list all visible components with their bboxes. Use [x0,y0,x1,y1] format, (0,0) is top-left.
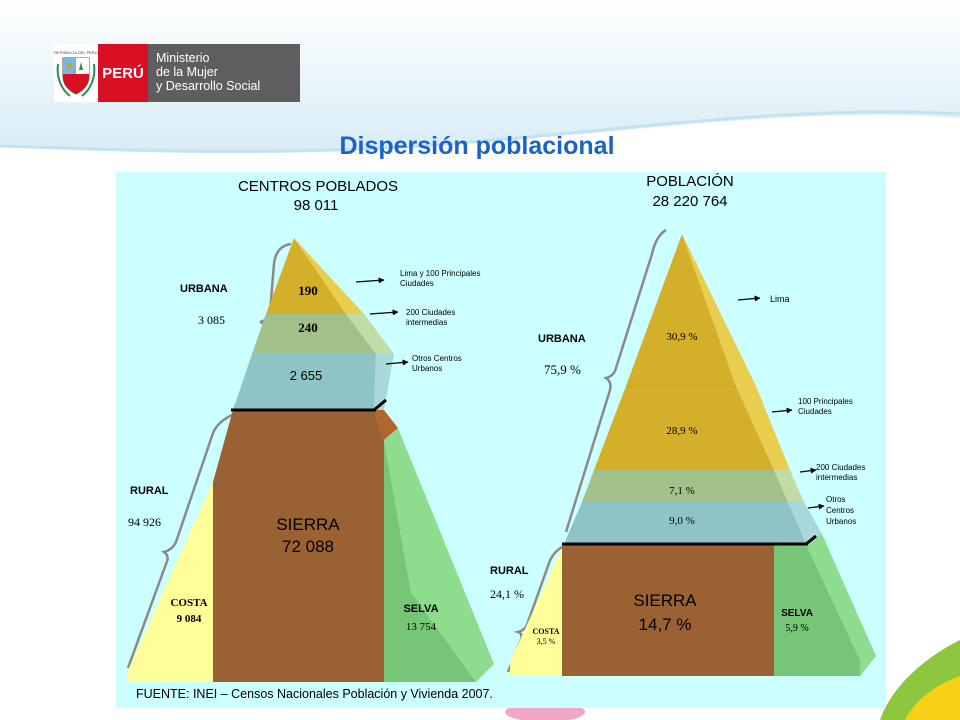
right-level-3-value: 7,1 % [669,485,695,497]
left-sierra-shape [213,410,384,682]
right-total: 28 220 764 [652,193,727,210]
left-level-1-note-2: Ciudades [400,279,434,288]
left-level-2-note-1: 200 Ciudades [406,308,455,317]
left-costa-value: 9 084 [177,613,202,625]
left-heading: CENTROS POBLADOS [238,178,398,195]
source-note: FUENTE: INEI – Censos Nacionales Poblaci… [136,687,493,701]
rural-brace [126,412,235,669]
right-level-4-shape [564,502,806,544]
right-urbana-label: URBANA [538,333,586,345]
left-level-1-value: 190 [298,283,318,298]
header-wave [0,0,960,153]
left-rural-label: RURAL [130,485,169,497]
ministry-line-2: de la Mujer [156,65,218,79]
right-level-1-value: 30,9 % [666,331,697,343]
left-total: 98 011 [294,197,339,214]
right-level-2-shape [594,386,774,470]
left-level-3-shape [233,354,376,410]
left-level-2-shape [252,314,376,354]
right-costa-value: 3,5 % [537,637,556,646]
left-level-3-note-2: Urbanos [412,364,442,373]
right-level-4-note-3: Urbanos [826,517,856,526]
right-level-2-value: 28,9 % [666,425,697,437]
right-costa-label: COSTA [533,627,560,636]
right-sierra-label: SIERRA [633,591,697,610]
ministry-name: Ministerio de la Mujer y Desarrollo Soci… [148,44,300,102]
corner-leaf-yellow [905,676,960,720]
right-selva-label: SELVA [781,608,813,619]
right-sierra-shape [562,544,774,676]
left-urbana-value: 3 085 [198,313,225,327]
pyramids-diagram: CENTROS POBLADOS 98 011 190 240 2 655 Li… [126,173,876,701]
left-level-3-note-1: Otros Centros [412,354,462,363]
ministry-logo: REPÚBLICA DEL PERÚ PERÚ Ministerio de la… [54,44,300,102]
ministry-line-3: y Desarrollo Social [156,79,261,93]
right-level-1-shape [626,234,736,386]
right-urbana-value: 75,9 % [544,362,581,377]
right-sierra-value: 14,7 % [639,615,692,634]
right-pyramid: POBLACIÓN 28 220 764 30,9 % 28,9 % 7,1 %… [490,173,876,676]
left-pyramid: CENTROS POBLADOS 98 011 190 240 2 655 Li… [126,178,494,682]
left-rural-value: 94 926 [128,515,161,529]
right-level-4-note-1: Otros [826,495,846,504]
coat-of-arms-icon: REPÚBLICA DEL PERÚ [54,44,98,102]
left-level-2-value: 240 [298,320,318,335]
ministry-line-1: Ministerio [156,51,210,65]
right-level-3-note-2: intermedias [816,473,857,482]
left-costa-shape [128,482,213,682]
right-level-2-note-2: Ciudades [798,407,832,416]
right-costa-shape [510,548,562,676]
left-level-3-value: 2 655 [290,368,323,383]
left-selva-label: SELVA [403,603,438,615]
left-costa-label: COSTA [170,597,207,609]
coat-label: REPÚBLICA DEL PERÚ [54,50,98,55]
right-rural-value: 24,1 % [490,587,524,601]
right-rural-brace [506,544,565,673]
right-level-4-value: 9,0 % [669,515,695,527]
right-level-3-note-1: 200 Ciudades [816,463,865,472]
right-rural-label: RURAL [490,565,529,577]
right-level-3-shape [582,470,788,502]
right-selva-shape [774,544,860,676]
right-level-2-note-1: 100 Principales [798,397,853,406]
page-title: Dispersión poblacional [339,132,615,160]
right-level-1-note-1: Lima [770,294,790,304]
left-urbana-label: URBANA [180,283,228,295]
country-label: PERÚ [98,44,148,102]
left-level-1-note-1: Lima y 100 Principales [400,269,480,278]
right-heading: POBLACIÓN [646,173,734,190]
diagram-panel: CENTROS POBLADOS 98 011 190 240 2 655 Li… [116,172,886,708]
left-level-1-shape [266,238,346,314]
right-selva-value: 5,9 % [785,623,808,634]
left-sierra-value: 72 088 [282,537,334,556]
left-level-2-note-2: intermedias [406,318,447,327]
left-selva-shape [384,440,476,682]
header-wave-line [0,110,960,153]
right-level-4-note-2: Centros [826,506,854,515]
left-selva-value: 13 754 [406,621,437,633]
left-sierra-label: SIERRA [276,515,340,534]
right-urbana-brace [564,228,667,533]
